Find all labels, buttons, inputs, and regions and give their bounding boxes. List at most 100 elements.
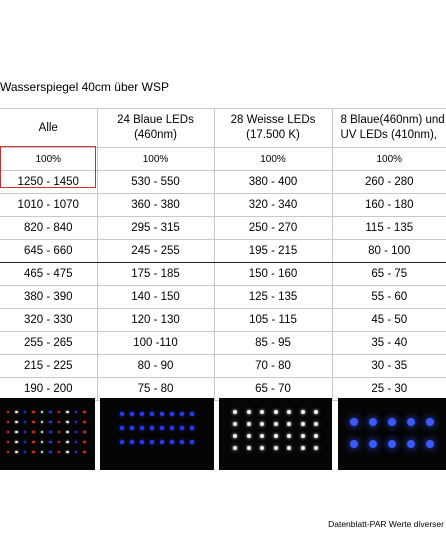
led-dot [57,440,61,444]
table-cell: 320 - 340 [213,193,332,217]
led-dot [426,418,434,426]
led-dot [190,426,194,430]
led-photo-all [0,398,95,470]
led-dot [15,420,18,424]
table-row: 820 - 840 295 - 315 250 - 270 115 - 135 [0,216,446,240]
led-dot [287,434,291,438]
led-dot [130,440,134,444]
table-cell: 100% [0,147,97,171]
led-dot [6,430,10,434]
led-dot [287,446,291,450]
table-cell: 320 - 330 [0,308,97,332]
table-cell: 645 - 660 [0,239,97,263]
table-cell: 250 - 270 [213,216,332,240]
led-dot [369,418,377,426]
led-dot [57,450,61,454]
led-dot [32,440,35,444]
table-row: 255 - 265 100 -110 85 - 95 35 - 40 [0,331,446,355]
table-cell: 85 - 95 [213,331,332,355]
led-dot [49,410,52,414]
led-dot [23,450,27,454]
led-dot [6,450,10,454]
led-dot [49,440,52,444]
led-dot [120,440,124,444]
table-cell: 380 - 400 [213,170,332,194]
table-caption: Wasserspiegel 40cm über WSP [0,80,169,94]
led-dot [233,434,237,438]
led-dot [74,410,78,414]
led-dot [246,410,251,414]
led-dot [369,440,377,448]
led-dot [246,422,251,426]
table-cell: 70 - 80 [213,354,332,378]
led-dot [83,440,86,444]
led-dot [300,410,305,414]
led-dot [66,440,69,444]
led-dot [49,420,52,424]
led-dot [260,422,264,426]
led-dot [140,440,144,444]
table-cell: 120 - 130 [96,308,214,332]
led-dot [150,426,154,430]
table-cell: 360 - 380 [96,193,214,217]
table-row: 465 - 475 175 - 185 150 - 160 65 - 75 [0,262,446,286]
led-dot [314,434,318,438]
table-cell: 45 - 50 [331,308,446,332]
table-cell: 255 - 265 [0,331,97,355]
led-dot [388,440,396,448]
led-dot [300,446,305,450]
table-cell: 80 - 90 [96,354,214,378]
led-dot [83,450,86,454]
table-cell: 820 - 840 [0,216,97,240]
led-dot [66,450,69,454]
led-dot [260,434,264,438]
table-cell: 260 - 280 [331,170,446,194]
led-dot [190,440,194,444]
led-dot [6,410,10,414]
led-dot [314,410,318,414]
table-cell: 465 - 475 [0,262,97,286]
par-values-table: Alle 24 Blaue LEDs (460nm) 28 Weisse LEDs (1… [0,108,446,401]
column-header: Alle [0,108,97,148]
led-dot [49,450,52,454]
table-cell: 140 - 150 [96,285,214,309]
led-dot [49,430,52,434]
led-dot [273,434,278,438]
led-dot [160,426,164,430]
led-dot [74,440,78,444]
led-photo-white [219,398,332,470]
led-dot [74,450,78,454]
led-dot [15,440,18,444]
led-photo-blue [100,398,214,470]
table-cell: 195 - 215 [213,239,332,263]
led-dot [170,412,174,416]
led-dot [32,410,35,414]
led-dot [57,420,61,424]
led-dot [233,446,237,450]
led-dot [180,440,184,444]
led-dot [140,412,144,416]
table-cell: 160 - 180 [331,193,446,217]
led-dot [180,412,184,416]
led-dot [260,410,264,414]
column-header: 28 Weisse LEDs (17.500 K) [213,108,332,148]
led-dot [57,430,61,434]
led-dot [388,418,396,426]
footer-text: Datenblatt-PAR Werte diverser [328,519,444,529]
led-dot [140,426,144,430]
led-dot [233,422,237,426]
led-dot [15,410,18,414]
led-dot [40,430,44,434]
led-dot [83,410,86,414]
table-row: 320 - 330 120 - 130 105 - 115 45 - 50 [0,308,446,332]
led-dot [23,430,27,434]
table-cell: 150 - 160 [213,262,332,286]
table-cell: 380 - 390 [0,285,97,309]
led-dot [314,446,318,450]
header-row: Alle 24 Blaue LEDs (460nm) 28 Weisse LEDs (1… [0,108,446,148]
table-cell: 30 - 35 [331,354,446,378]
led-dot [23,440,27,444]
led-dot [300,434,305,438]
led-dot [150,412,154,416]
table-cell: 65 - 75 [331,262,446,286]
